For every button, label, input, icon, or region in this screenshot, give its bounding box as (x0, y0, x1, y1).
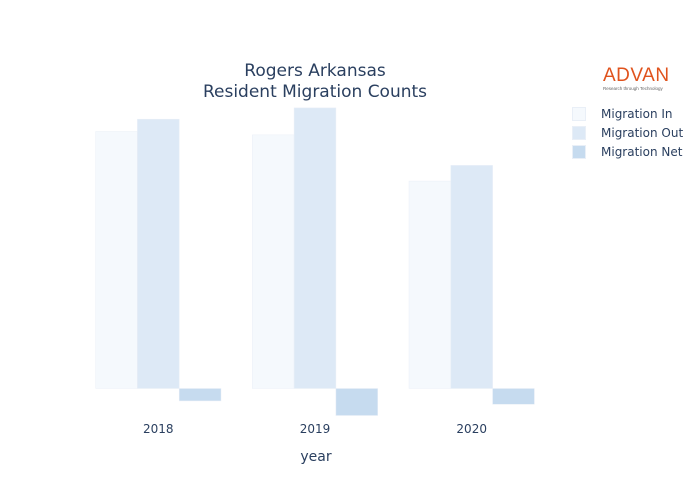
logo-tagline: Research through Technology (603, 86, 663, 91)
bar-migration-in-2020[interactable] (408, 180, 452, 389)
advan-logo: ADVAN Research through Technology (603, 66, 670, 91)
x-tick-labels: 2018 2019 2020 (143, 422, 487, 436)
chart-title-line-2: Resident Migration Counts (203, 82, 427, 102)
bar-migration-in-2018[interactable] (95, 131, 138, 389)
chart-title-line-1: Rogers Arkansas (244, 61, 386, 81)
bar-migration-out-2019[interactable] (293, 107, 337, 389)
legend-swatch-migration-in (572, 106, 586, 121)
bars-group (95, 107, 535, 416)
x-tick-label-2019: 2019 (300, 422, 331, 436)
legend-swatch-migration-net (572, 144, 586, 159)
bar-migration-out-2018[interactable] (137, 118, 180, 389)
logo-wordmark: ADVAN (603, 65, 670, 86)
bar-migration-net-2018[interactable] (178, 388, 222, 402)
legend-item-migration-in[interactable]: Migration In (572, 104, 683, 123)
bar-migration-net-2019[interactable] (335, 388, 378, 416)
bar-migration-in-2019[interactable] (252, 134, 295, 389)
x-axis-title: year (300, 449, 331, 465)
bar-migration-out-2020[interactable] (450, 165, 493, 389)
legend-swatch-migration-out (572, 125, 586, 140)
legend-item-migration-net[interactable]: Migration Net (572, 142, 683, 161)
x-tick-label-2018: 2018 (143, 422, 174, 436)
legend: Migration In Migration Out Migration Net (572, 104, 683, 161)
legend-item-migration-out[interactable]: Migration Out (572, 123, 683, 142)
legend-label-migration-net: Migration Net (601, 144, 683, 159)
legend-label-migration-out: Migration Out (601, 125, 684, 140)
bar-migration-net-2020[interactable] (492, 388, 535, 405)
x-tick-label-2020: 2020 (456, 422, 487, 436)
legend-label-migration-in: Migration In (601, 106, 673, 121)
